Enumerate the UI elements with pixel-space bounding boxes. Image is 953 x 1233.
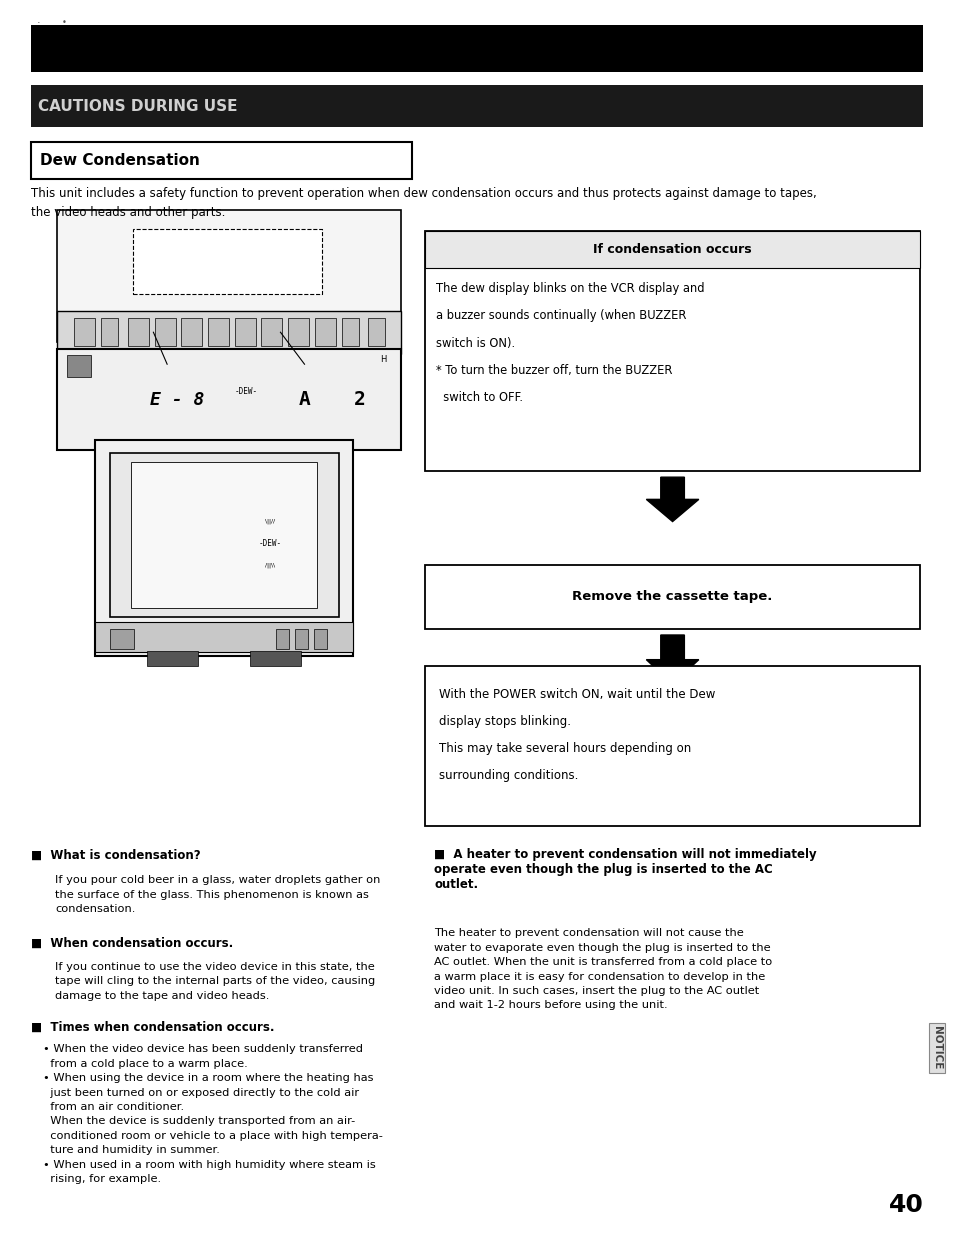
Bar: [368, 318, 385, 346]
Text: The dew display blinks on the VCR display and: The dew display blinks on the VCR displa…: [436, 282, 703, 296]
Text: ·: ·: [36, 18, 40, 28]
Text: This may take several hours depending on: This may take several hours depending on: [438, 742, 690, 756]
Text: switch is ON).: switch is ON).: [436, 337, 515, 350]
Bar: [424, 666, 919, 826]
Bar: [95, 621, 353, 652]
Bar: [154, 318, 175, 346]
Text: CAUTIONS DURING USE: CAUTIONS DURING USE: [38, 99, 237, 113]
Bar: [57, 311, 400, 354]
Text: •: •: [62, 18, 67, 27]
Text: ■  What is condensation?: ■ What is condensation?: [30, 848, 200, 862]
Bar: [101, 318, 118, 346]
Bar: [30, 142, 412, 179]
Text: -DEW-: -DEW-: [258, 539, 282, 549]
Text: the video heads and other parts.: the video heads and other parts.: [30, 206, 225, 219]
Text: switch to OFF.: switch to OFF.: [436, 391, 522, 404]
Text: display stops blinking.: display stops blinking.: [438, 715, 570, 729]
Bar: [181, 318, 202, 346]
Bar: [57, 210, 400, 342]
Bar: [131, 461, 316, 608]
Text: A: A: [298, 390, 310, 409]
Text: Remove the cassette tape.: Remove the cassette tape.: [571, 591, 772, 603]
Bar: [275, 629, 289, 649]
Bar: [294, 629, 308, 649]
Text: If you pour cold beer in a glass, water droplets gather on
the surface of the gl: If you pour cold beer in a glass, water …: [55, 875, 380, 914]
Text: H: H: [380, 355, 386, 364]
Text: surrounding conditions.: surrounding conditions.: [438, 769, 578, 783]
Text: If you continue to use the video device in this state, the
tape will cling to th: If you continue to use the video device …: [55, 962, 375, 1000]
Text: ■  A heater to prevent condensation will not immediately
operate even though the: ■ A heater to prevent condensation will …: [434, 848, 816, 891]
Bar: [95, 440, 353, 656]
Bar: [314, 318, 335, 346]
Bar: [234, 318, 255, 346]
Text: This unit includes a safety function to prevent operation when dew condensation : This unit includes a safety function to …: [30, 187, 816, 201]
Bar: [424, 565, 919, 629]
Text: 40: 40: [888, 1192, 923, 1217]
Text: The heater to prevent condensation will not cause the
water to evaporate even th: The heater to prevent condensation will …: [434, 928, 772, 1011]
Bar: [314, 629, 327, 649]
Text: Dew Condensation: Dew Condensation: [40, 153, 200, 168]
Bar: [67, 355, 91, 377]
Text: 2: 2: [354, 390, 365, 409]
Bar: [132, 229, 321, 293]
Text: With the POWER switch ON, wait until the Dew: With the POWER switch ON, wait until the…: [438, 688, 715, 702]
Bar: [30, 25, 923, 72]
Bar: [147, 651, 198, 666]
Bar: [261, 318, 282, 346]
Text: ■  When condensation occurs.: ■ When condensation occurs.: [30, 937, 233, 951]
Bar: [128, 318, 149, 346]
Text: * To turn the buzzer off, turn the BUZZER: * To turn the buzzer off, turn the BUZZE…: [436, 364, 672, 377]
Bar: [250, 651, 301, 666]
Text: If condensation occurs: If condensation occurs: [592, 243, 751, 255]
Bar: [208, 318, 229, 346]
Bar: [110, 453, 338, 616]
Polygon shape: [646, 477, 698, 522]
Polygon shape: [646, 635, 698, 684]
Text: -DEW-: -DEW-: [234, 387, 257, 396]
Bar: [110, 629, 133, 649]
Text: • When the video device has been suddenly transferred
  from a cold place to a w: • When the video device has been suddenl…: [43, 1044, 382, 1184]
Text: $\backslash$||//: $\backslash$||//: [264, 517, 276, 526]
Bar: [30, 85, 923, 127]
Bar: [341, 318, 358, 346]
Bar: [288, 318, 309, 346]
Text: ■  Times when condensation occurs.: ■ Times when condensation occurs.: [30, 1021, 274, 1034]
Bar: [424, 231, 919, 471]
Bar: [57, 349, 400, 450]
Text: NOTICE: NOTICE: [931, 1026, 941, 1070]
Text: /||$\backslash\backslash$: /||$\backslash\backslash$: [264, 561, 276, 571]
Text: E - 8: E - 8: [151, 391, 204, 408]
Text: a buzzer sounds continually (when BUZZER: a buzzer sounds continually (when BUZZER: [436, 309, 686, 323]
Bar: [424, 231, 919, 268]
Bar: [74, 318, 95, 346]
